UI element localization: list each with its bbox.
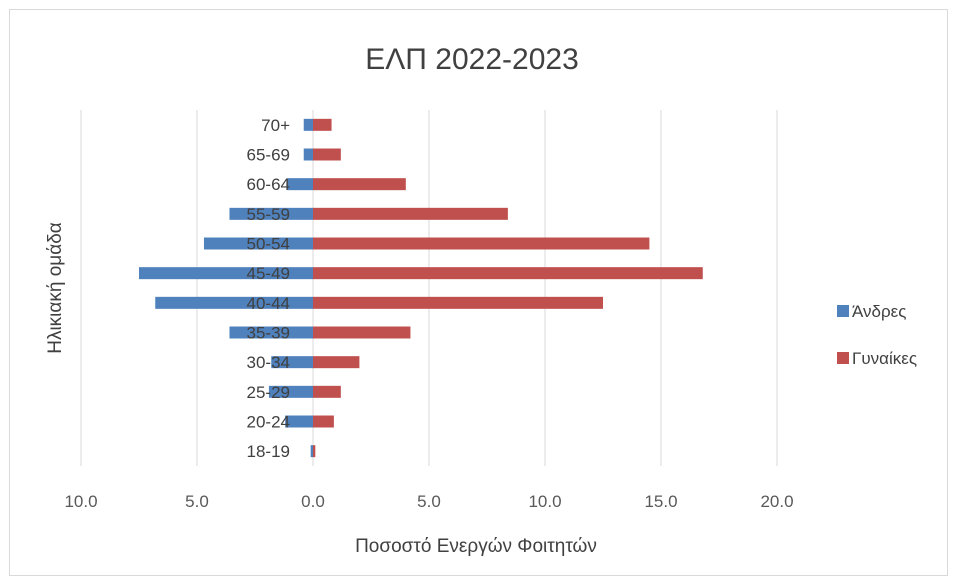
category-label: 18-19 — [247, 442, 290, 461]
x-tick-label: 0.0 — [301, 492, 325, 511]
grid-lines — [80, 110, 778, 466]
legend-label: Γυναίκες — [852, 349, 917, 368]
chart-svg: 18-19 20-24 25-29 30-34 35-39 40-44 45-49 50-54… — [45, 43, 917, 557]
bar-women — [313, 207, 508, 220]
bars — [139, 118, 703, 458]
category-label: 30-34 — [247, 353, 290, 372]
y-axis-title: Ηλικιακή ομάδα — [45, 222, 66, 354]
bar-men — [268, 385, 313, 398]
category-label: 25-29 — [247, 383, 290, 402]
legend-swatch — [837, 305, 849, 317]
chart-title: ΕΛΠ 2022-2023 — [365, 43, 579, 76]
bar-women — [313, 148, 341, 161]
bar-women — [313, 326, 411, 339]
bar-men — [287, 178, 313, 191]
legend-swatch — [837, 352, 849, 364]
bar-women — [313, 267, 703, 280]
bar-men — [203, 237, 313, 250]
bar-women — [313, 118, 332, 131]
category-label: 45-49 — [247, 264, 290, 283]
bar-men — [271, 356, 313, 369]
x-tick-label: 5.0 — [185, 492, 209, 511]
legend: Άνδρες Γυναίκες — [837, 302, 917, 368]
bar-women — [313, 237, 650, 250]
bar-men — [285, 415, 313, 428]
chart-area: 18-19 20-24 25-29 30-34 35-39 40-44 45-49 50-54… — [9, 9, 948, 576]
category-label: 65-69 — [247, 146, 290, 165]
bar-men — [303, 148, 313, 161]
bar-women — [313, 296, 603, 309]
bar-women — [313, 415, 334, 428]
x-tick-label: 10.0 — [528, 492, 561, 511]
legend-label: Άνδρες — [852, 302, 906, 321]
x-tick-label: 20.0 — [760, 492, 793, 511]
category-label: 60-64 — [247, 175, 290, 194]
bar-men — [139, 267, 313, 280]
category-label: 35-39 — [247, 324, 290, 343]
bar-women — [313, 445, 316, 458]
category-label: 20-24 — [247, 413, 290, 432]
category-label: 40-44 — [247, 294, 290, 313]
bar-men — [229, 326, 313, 339]
bar-men — [229, 207, 313, 220]
x-tick-label: 10.0 — [64, 492, 97, 511]
bar-women — [313, 178, 406, 191]
category-label: 50-54 — [247, 235, 290, 254]
x-tick-labels: 10.0 5.0 0.0 5.0 10.0 15.0 20.0 — [64, 492, 793, 511]
bar-men — [155, 296, 313, 309]
x-tick-label: 5.0 — [417, 492, 441, 511]
bar-men — [310, 445, 313, 458]
category-label: 70+ — [261, 116, 290, 135]
x-axis-title: Ποσοστό Ενεργών Φοιτητών — [355, 536, 597, 557]
bar-men — [303, 118, 313, 131]
category-labels: 18-19 20-24 25-29 30-34 35-39 40-44 45-49 50-54… — [247, 116, 291, 461]
x-tick-label: 15.0 — [644, 492, 677, 511]
category-label: 55-59 — [247, 205, 290, 224]
bar-women — [313, 356, 360, 369]
bar-women — [313, 385, 341, 398]
